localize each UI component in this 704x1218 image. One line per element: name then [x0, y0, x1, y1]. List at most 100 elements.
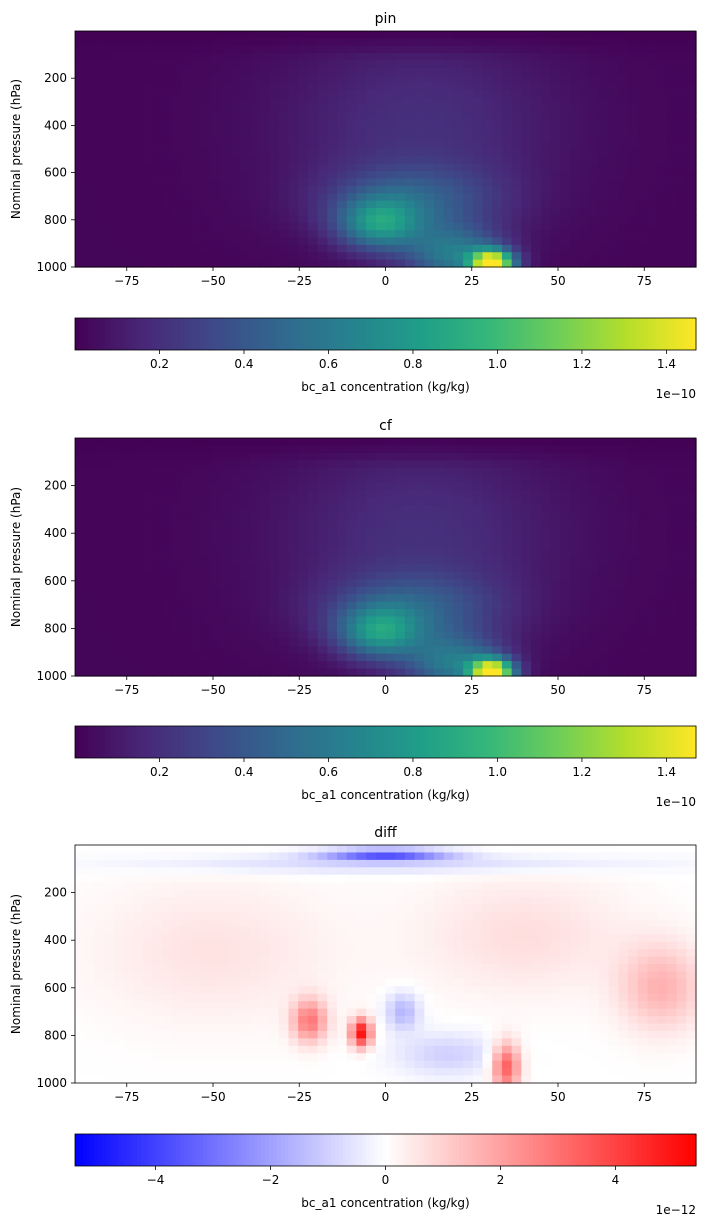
heatmap-cell: [123, 579, 134, 588]
heatmap-cell: [269, 185, 280, 194]
heatmap-cell: [249, 60, 260, 69]
heatmap-cell: [366, 38, 377, 47]
heatmap-cell: [560, 594, 571, 603]
heatmap-cell: [589, 482, 600, 491]
heatmap-cell: [550, 82, 561, 91]
heatmap-cell: [162, 897, 173, 906]
heatmap-cell: [666, 31, 678, 39]
heatmap-cell: [75, 45, 86, 54]
heatmap-cell: [288, 200, 299, 209]
heatmap-cell: [414, 623, 425, 632]
heatmap-cell: [259, 601, 270, 610]
heatmap-cell: [94, 230, 105, 239]
heatmap-cell: [336, 504, 348, 513]
heatmap-cell: [492, 149, 503, 157]
heatmap-cell: [259, 586, 270, 595]
heatmap-cell: [666, 527, 678, 536]
heatmap-cell: [608, 90, 619, 98]
heatmap-cell: [366, 237, 377, 246]
heatmap-cell: [162, 564, 173, 573]
heatmap-cell: [142, 149, 154, 157]
heatmap-cell: [278, 889, 290, 898]
heatmap-cell: [133, 490, 144, 499]
heatmap-cell: [647, 668, 658, 677]
heatmap-cell: [375, 141, 387, 150]
heatmap-cell: [589, 452, 600, 461]
heatmap-cell: [75, 497, 86, 506]
colorbar-segment: [373, 318, 379, 350]
heatmap-cell: [356, 534, 367, 543]
heatmap-cell: [94, 60, 105, 69]
heatmap-cell: [375, 668, 387, 677]
heatmap-cell: [269, 852, 280, 861]
heatmap-cell: [472, 31, 484, 39]
heatmap-cell: [356, 230, 367, 239]
heatmap-cell: [560, 53, 571, 62]
heatmap-cell: [472, 882, 484, 891]
heatmap-cell: [104, 564, 115, 573]
heatmap-cell: [239, 638, 251, 647]
heatmap-cell: [152, 82, 163, 91]
heatmap-cell: [307, 171, 319, 180]
heatmap-cell: [540, 90, 552, 98]
heatmap-cell: [666, 631, 678, 640]
heatmap-cell: [472, 119, 484, 128]
heatmap-cell: [521, 156, 532, 165]
heatmap-cell: [531, 252, 542, 261]
heatmap-cell: [259, 141, 270, 150]
heatmap-cell: [472, 445, 484, 454]
heatmap-cell: [531, 482, 542, 491]
heatmap-cell: [598, 244, 610, 253]
heatmap-cell: [647, 97, 658, 106]
heatmap-cell: [666, 445, 678, 454]
heatmap-cell: [356, 623, 367, 632]
heatmap-cell: [414, 171, 425, 180]
heatmap-cell: [123, 230, 134, 239]
heatmap-cell: [307, 623, 319, 632]
heatmap-cell: [181, 519, 193, 528]
heatmap-cell: [288, 75, 299, 84]
heatmap-cell: [133, 445, 144, 454]
heatmap-cell: [482, 646, 493, 655]
heatmap-cell: [560, 134, 571, 143]
heatmap-cell: [278, 178, 290, 187]
heatmap-cell: [598, 889, 610, 898]
heatmap-cell: [220, 609, 231, 618]
colorbar-segment: [261, 318, 266, 350]
heatmap-cell: [113, 149, 125, 157]
heatmap-cell: [375, 222, 387, 231]
heatmap-cell: [598, 594, 610, 603]
heatmap-cell: [676, 867, 687, 876]
heatmap-cell: [569, 564, 581, 573]
heatmap-cell: [366, 668, 377, 677]
heatmap-cell: [657, 82, 668, 91]
heatmap-cell: [278, 557, 290, 566]
heatmap-cell: [463, 97, 474, 106]
heatmap-cell: [317, 653, 328, 662]
heatmap-cell: [501, 60, 513, 69]
heatmap-cell: [414, 564, 425, 573]
heatmap-cell: [94, 653, 105, 662]
heatmap-cell: [404, 512, 416, 521]
heatmap-cell: [608, 586, 619, 595]
heatmap-cell: [269, 90, 280, 98]
heatmap-cell: [598, 215, 610, 224]
heatmap-cell: [84, 126, 95, 135]
heatmap-cell: [414, 193, 425, 202]
colorbar-segment: [606, 318, 612, 350]
heatmap-cell: [404, 193, 416, 202]
heatmap-cell: [579, 53, 590, 62]
heatmap-cell: [123, 90, 134, 98]
heatmap-cell: [598, 45, 610, 54]
heatmap-cell: [181, 874, 193, 883]
heatmap-cell: [259, 75, 270, 84]
heatmap-cell: [142, 230, 154, 239]
heatmap-cell: [579, 571, 590, 580]
heatmap-cell: [647, 38, 658, 47]
heatmap-cell: [259, 31, 270, 39]
heatmap-cell: [686, 60, 697, 69]
heatmap-cell: [424, 460, 435, 469]
heatmap-cell: [463, 45, 474, 54]
heatmap-cell: [404, 882, 416, 891]
heatmap-cell: [579, 171, 590, 180]
